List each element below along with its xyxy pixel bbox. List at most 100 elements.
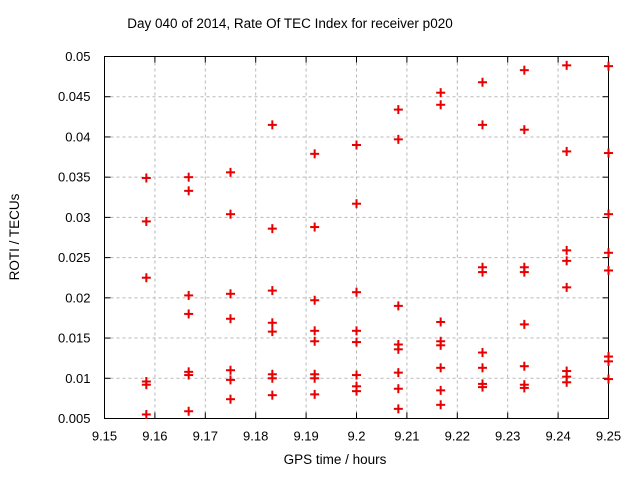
grid-lines [104, 56, 609, 419]
y-tick-label: 0.005 [58, 411, 91, 426]
data-point-marker [310, 336, 320, 346]
data-point-marker [141, 273, 151, 283]
x-tick-label: 9.25 [596, 429, 621, 444]
data-point-marker [310, 326, 320, 336]
data-point-marker [352, 386, 361, 396]
data-point-marker [226, 375, 235, 385]
data-point-marker [562, 377, 572, 387]
data-point-marker [519, 383, 529, 393]
plot-border [104, 56, 609, 419]
data-point-marker [310, 295, 320, 305]
y-tick-label: 0.015 [58, 331, 91, 346]
data-point-marker [519, 361, 529, 371]
y-tick-label: 0.045 [58, 89, 91, 104]
data-point-marker [478, 267, 487, 277]
data-point-marker [226, 394, 235, 404]
data-point-marker [562, 60, 572, 70]
data-point-marker [604, 374, 613, 384]
x-tick-label: 9.21 [394, 429, 419, 444]
data-point-marker [352, 370, 361, 380]
data-point-marker [562, 245, 572, 255]
data-point-marker [436, 100, 446, 110]
data-point-marker [436, 317, 446, 327]
data-point-marker [519, 125, 529, 135]
data-point-marker [393, 134, 403, 144]
data-point-marker [184, 370, 194, 380]
data-point-marker [141, 173, 151, 183]
data-point-marker [352, 326, 361, 336]
data-point-marker [519, 267, 529, 277]
data-point-marker [478, 348, 487, 358]
data-point-marker [226, 365, 235, 375]
data-point-marker [267, 318, 277, 328]
data-point-marker [519, 65, 529, 75]
data-point-marker [310, 389, 320, 399]
tick-labels: 9.15 9.16 9.17 9.18 9.19 9.2 9.21 9.22 9.23 9.24 9… [58, 49, 621, 444]
data-point-marker [141, 380, 151, 390]
y-axis-title: ROTI / TECUs [7, 193, 22, 280]
data-point-marker [604, 61, 613, 71]
data-point-marker [393, 384, 403, 394]
x-tick-label: 9.16 [142, 429, 167, 444]
data-point-marker [267, 327, 277, 337]
data-point-marker [562, 256, 572, 266]
x-axis-title: GPS time / hours [284, 452, 387, 467]
data-points [141, 60, 613, 419]
data-point-marker [226, 209, 235, 219]
y-tick-label: 0.05 [65, 49, 90, 64]
x-tick-label: 9.19 [293, 429, 318, 444]
data-point-marker [393, 105, 403, 115]
data-point-marker [436, 400, 446, 410]
data-point-marker [184, 290, 194, 300]
y-tick-label: 0.035 [58, 170, 91, 185]
data-point-marker [352, 337, 361, 347]
data-point-marker [267, 373, 277, 383]
data-point-marker [604, 209, 613, 219]
x-tick-label: 9.18 [243, 429, 268, 444]
data-point-marker [562, 282, 572, 292]
data-point-marker [226, 314, 235, 324]
data-point-marker [267, 286, 277, 296]
data-point-marker [436, 385, 446, 395]
data-point-marker [352, 140, 361, 150]
x-tick-label: 9.15 [92, 429, 117, 444]
data-point-marker [184, 406, 194, 416]
x-tick-label: 9.23 [495, 429, 520, 444]
data-point-marker [141, 409, 151, 419]
data-point-marker [562, 146, 572, 156]
data-point-marker [436, 340, 446, 350]
data-point-marker [267, 224, 277, 234]
data-point-marker [436, 363, 446, 373]
data-point-marker [478, 120, 487, 130]
data-point-marker [393, 301, 403, 311]
data-point-marker [310, 373, 320, 383]
data-point-marker [310, 222, 320, 232]
data-point-marker [478, 77, 487, 87]
data-point-marker [604, 248, 613, 258]
data-point-marker [310, 149, 320, 159]
data-point-marker [604, 356, 613, 366]
data-point-marker [226, 289, 235, 299]
data-point-marker [604, 265, 613, 275]
data-point-marker [141, 216, 151, 226]
x-tick-label: 9.24 [545, 429, 570, 444]
data-point-marker [478, 363, 487, 373]
data-point-marker [393, 344, 403, 354]
chart-title: Day 040 of 2014, Rate Of TEC Index for r… [127, 16, 452, 31]
data-point-marker [184, 186, 194, 196]
data-point-marker [393, 404, 403, 414]
data-point-marker [604, 148, 613, 158]
data-point-marker [519, 319, 529, 329]
data-point-marker [226, 167, 235, 177]
data-point-marker [352, 287, 361, 297]
y-tick-label: 0.02 [65, 290, 90, 305]
y-tick-label: 0.04 [65, 129, 90, 144]
x-tick-label: 9.22 [445, 429, 470, 444]
y-tick-label: 0.01 [65, 371, 90, 386]
y-tick-label: 0.03 [65, 210, 90, 225]
y-tick-label: 0.025 [58, 250, 91, 265]
data-point-marker [184, 172, 194, 182]
data-point-marker [267, 390, 277, 400]
